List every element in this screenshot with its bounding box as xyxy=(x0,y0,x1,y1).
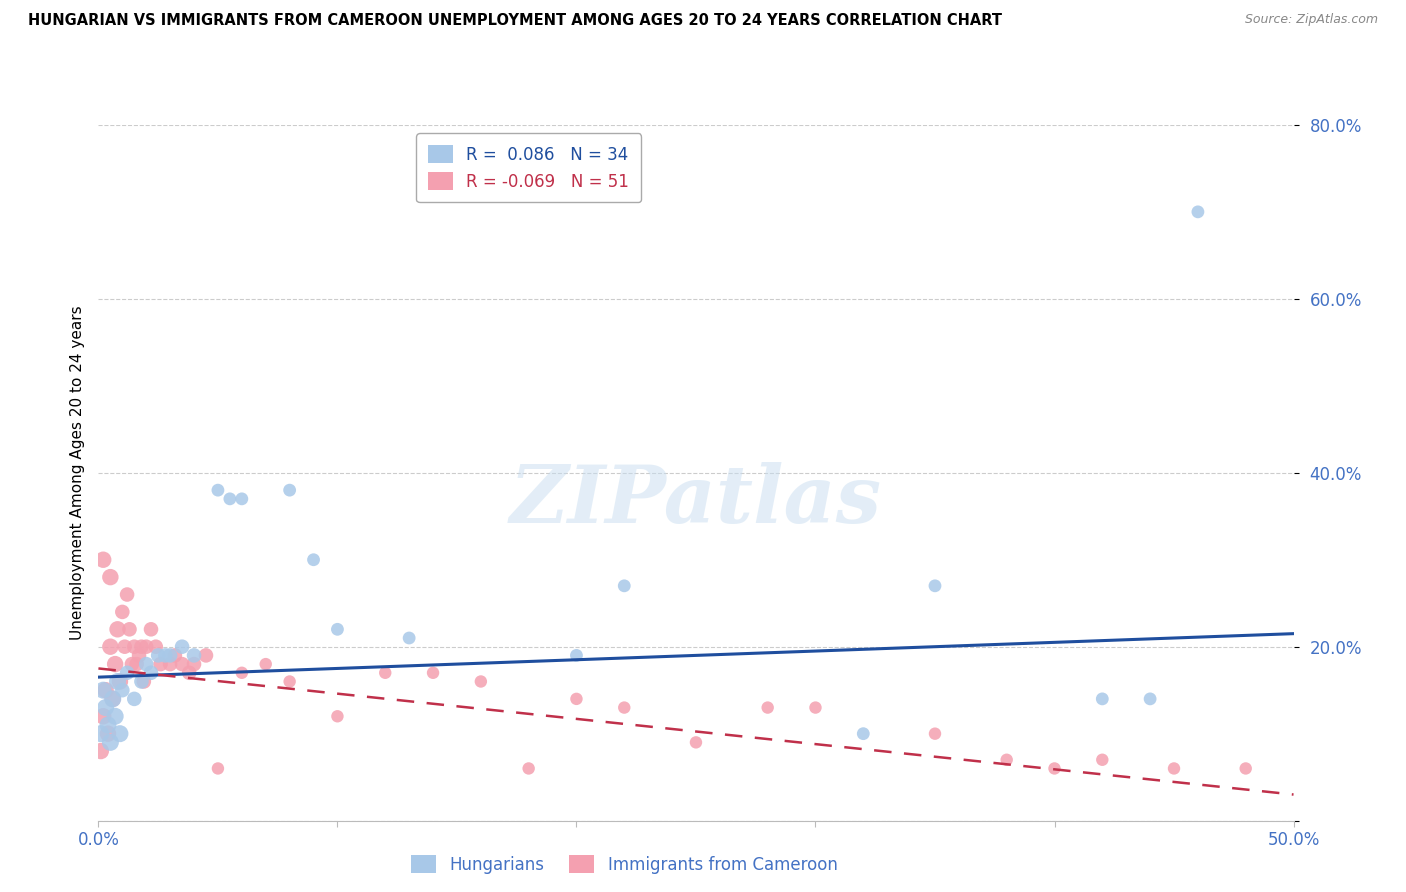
Point xyxy=(183,657,205,671)
Point xyxy=(194,648,217,663)
Point xyxy=(1091,753,1114,767)
Point xyxy=(1043,761,1066,775)
Point xyxy=(565,648,588,663)
Point xyxy=(111,683,134,698)
Point xyxy=(155,648,177,663)
Point xyxy=(517,761,540,775)
Point xyxy=(219,491,242,506)
Point xyxy=(1139,692,1161,706)
Point xyxy=(91,709,114,723)
Point xyxy=(183,648,205,663)
Point xyxy=(1187,205,1209,219)
Point xyxy=(90,726,112,740)
Point xyxy=(124,692,146,706)
Point xyxy=(132,674,155,689)
Point xyxy=(135,657,157,671)
Point xyxy=(1234,761,1257,775)
Point xyxy=(121,657,143,671)
Point xyxy=(91,683,114,698)
Point xyxy=(207,483,229,497)
Point xyxy=(254,657,277,671)
Point xyxy=(422,665,444,680)
Point xyxy=(326,709,349,723)
Point xyxy=(91,552,114,567)
Point xyxy=(159,657,181,671)
Point xyxy=(613,700,636,714)
Point xyxy=(374,665,396,680)
Point xyxy=(852,726,875,740)
Point xyxy=(104,709,127,723)
Text: Source: ZipAtlas.com: Source: ZipAtlas.com xyxy=(1244,13,1378,27)
Legend: Hungarians, Immigrants from Cameroon: Hungarians, Immigrants from Cameroon xyxy=(402,847,846,882)
Text: ZIPatlas: ZIPatlas xyxy=(510,462,882,540)
Point xyxy=(139,623,162,637)
Point xyxy=(97,726,120,740)
Point xyxy=(685,735,707,749)
Point xyxy=(278,483,301,497)
Point xyxy=(97,718,120,732)
Point xyxy=(101,692,124,706)
Point xyxy=(128,648,150,663)
Point xyxy=(231,665,253,680)
Point xyxy=(107,674,129,689)
Point xyxy=(613,579,636,593)
Point xyxy=(98,640,122,654)
Point xyxy=(398,631,420,645)
Point xyxy=(207,761,229,775)
Point xyxy=(756,700,779,714)
Point xyxy=(104,657,127,671)
Point xyxy=(565,692,588,706)
Point xyxy=(172,640,194,654)
Point xyxy=(326,623,349,637)
Point xyxy=(159,648,181,663)
Point xyxy=(924,726,946,740)
Point xyxy=(90,744,112,758)
Y-axis label: Unemployment Among Ages 20 to 24 years: Unemployment Among Ages 20 to 24 years xyxy=(69,305,84,640)
Point xyxy=(149,657,172,671)
Point xyxy=(98,570,122,584)
Point xyxy=(118,623,141,637)
Point xyxy=(131,674,153,689)
Point xyxy=(278,674,301,689)
Text: HUNGARIAN VS IMMIGRANTS FROM CAMEROON UNEMPLOYMENT AMONG AGES 20 TO 24 YEARS COR: HUNGARIAN VS IMMIGRANTS FROM CAMEROON UN… xyxy=(28,13,1002,29)
Point xyxy=(94,683,117,698)
Point xyxy=(924,579,946,593)
Point xyxy=(302,552,325,567)
Point xyxy=(148,648,170,663)
Point xyxy=(124,640,146,654)
Point xyxy=(470,674,492,689)
Point xyxy=(995,753,1018,767)
Point xyxy=(115,665,138,680)
Point xyxy=(125,657,148,671)
Point xyxy=(115,587,138,601)
Point xyxy=(139,665,162,680)
Point xyxy=(135,640,157,654)
Point xyxy=(1091,692,1114,706)
Point xyxy=(98,735,122,749)
Point xyxy=(107,623,129,637)
Point xyxy=(179,665,201,680)
Point xyxy=(101,692,124,706)
Point xyxy=(108,726,131,740)
Point xyxy=(172,657,194,671)
Point xyxy=(131,640,153,654)
Point xyxy=(163,648,186,663)
Point xyxy=(231,491,253,506)
Point xyxy=(108,674,131,689)
Point xyxy=(114,640,136,654)
Point xyxy=(94,700,117,714)
Point xyxy=(145,640,167,654)
Point xyxy=(804,700,827,714)
Point xyxy=(1163,761,1185,775)
Point xyxy=(111,605,134,619)
